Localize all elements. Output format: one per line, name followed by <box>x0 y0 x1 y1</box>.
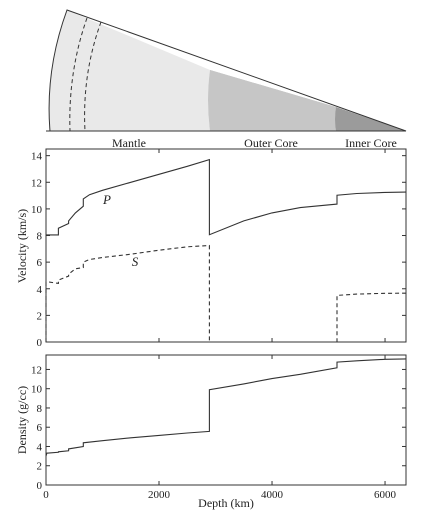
density-x-axis: 0 2000 4000 6000 <box>43 355 397 501</box>
outer-core-fill <box>208 70 336 131</box>
velocity-y-tick-label: 2 <box>37 310 43 322</box>
density-y-tick-label: 6 <box>37 422 43 434</box>
density-series <box>45 358 407 457</box>
density-series-line-0 <box>45 358 407 457</box>
velocity-series-line-s <box>45 244 407 343</box>
velocity-x-axis <box>45 149 386 342</box>
density-y-tick-label: 4 <box>37 441 43 453</box>
density-y-tick-label: 12 <box>31 364 42 376</box>
density-chart: 0 2 4 6 8 10 12 0 2000 4000 6000 Density (g/cc) D… <box>15 354 407 510</box>
outer-core-label: Outer Core <box>244 136 298 150</box>
velocity-y-tick-label: 12 <box>31 177 42 189</box>
density-x-tick-label: 0 <box>43 489 49 501</box>
velocity-y-axis: 0 2 4 6 8 10 12 14 <box>31 151 406 349</box>
velocity-y-tick-label: 4 <box>37 284 43 296</box>
density-x-tick-label: 4000 <box>261 489 284 501</box>
velocity-chart: 0 2 4 6 8 10 12 14 P S Velocity (km/s) <box>15 148 407 349</box>
s-wave-label: S <box>132 254 139 269</box>
velocity-y-tick-label: 14 <box>31 151 43 163</box>
velocity-plot-frame <box>45 148 407 343</box>
density-x-tick-label: 2000 <box>148 489 171 501</box>
depth-x-axis-label: Depth (km) <box>198 496 254 510</box>
mantle-label: Mantle <box>112 136 146 150</box>
density-plot-frame <box>45 354 407 486</box>
velocity-y-tick-label: 8 <box>37 231 43 243</box>
density-y-tick-label: 0 <box>37 480 43 492</box>
velocity-y-tick-label: 6 <box>37 257 43 269</box>
transition-zone-boundary-lower <box>84 21 102 132</box>
velocity-y-tick-label: 10 <box>31 204 43 216</box>
density-y-tick-label: 8 <box>37 403 43 415</box>
density-x-tick-label: 6000 <box>374 489 397 501</box>
p-wave-label: P <box>102 192 111 207</box>
mantle-region <box>49 10 211 131</box>
density-y-tick-label: 10 <box>31 384 43 396</box>
velocity-series <box>45 158 407 343</box>
density-y-axis: 0 2 4 6 8 10 12 <box>31 364 406 492</box>
inner-core-label: Inner Core <box>345 136 397 150</box>
velocity-y-tick-label: 0 <box>37 337 43 349</box>
earth-cross-section <box>46 9 407 132</box>
velocity-series-line-p <box>45 158 407 236</box>
density-y-axis-label: Density (g/cc) <box>15 386 29 454</box>
velocity-y-axis-label: Velocity (km/s) <box>15 209 29 283</box>
density-y-tick-label: 2 <box>37 461 43 473</box>
transition-zone-boundary-upper <box>69 17 88 132</box>
